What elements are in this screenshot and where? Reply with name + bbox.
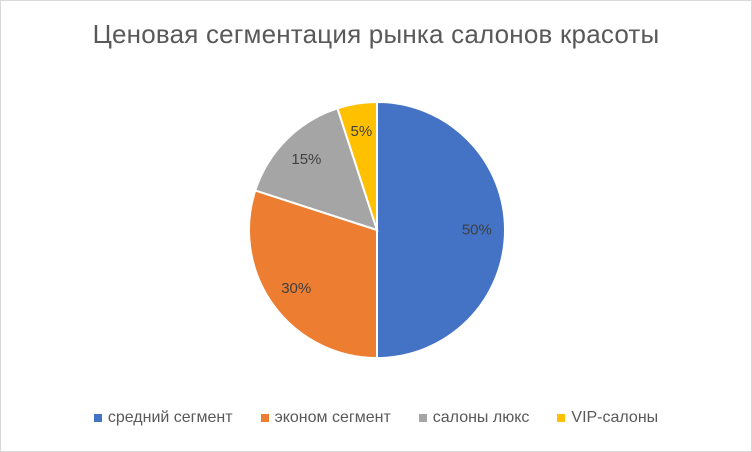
legend: средний сегмент эконом сегмент салоны люкс…: [1, 409, 751, 427]
data-label-2: 30%: [281, 280, 311, 297]
legend-swatch: [93, 414, 102, 422]
legend-item-2: эконом сегмент: [260, 409, 391, 427]
legend-label: VIP-салоны: [571, 409, 659, 426]
legend-swatch: [418, 414, 427, 422]
pie-slice-4: [336, 100, 378, 231]
pie-slice-1: [376, 100, 506, 360]
legend-label: салоны люкс: [432, 409, 530, 426]
data-label-4: 5%: [351, 123, 373, 140]
legend-item-3: салоны люкс: [418, 409, 530, 427]
chart-title: Ценовая сегментация рынка салонов красот…: [92, 19, 660, 49]
data-label-3: 15%: [291, 151, 321, 168]
legend-item-1: средний сегмент: [93, 409, 233, 427]
legend-label: эконом сегмент: [274, 409, 391, 426]
legend-item-4: VIP-салоны: [557, 409, 658, 427]
legend-swatch: [260, 414, 269, 422]
data-label-1: 50%: [462, 222, 492, 239]
pie-slice-2: [248, 189, 378, 360]
legend-swatch: [557, 414, 566, 422]
legend-label: средний сегмент: [107, 409, 233, 426]
